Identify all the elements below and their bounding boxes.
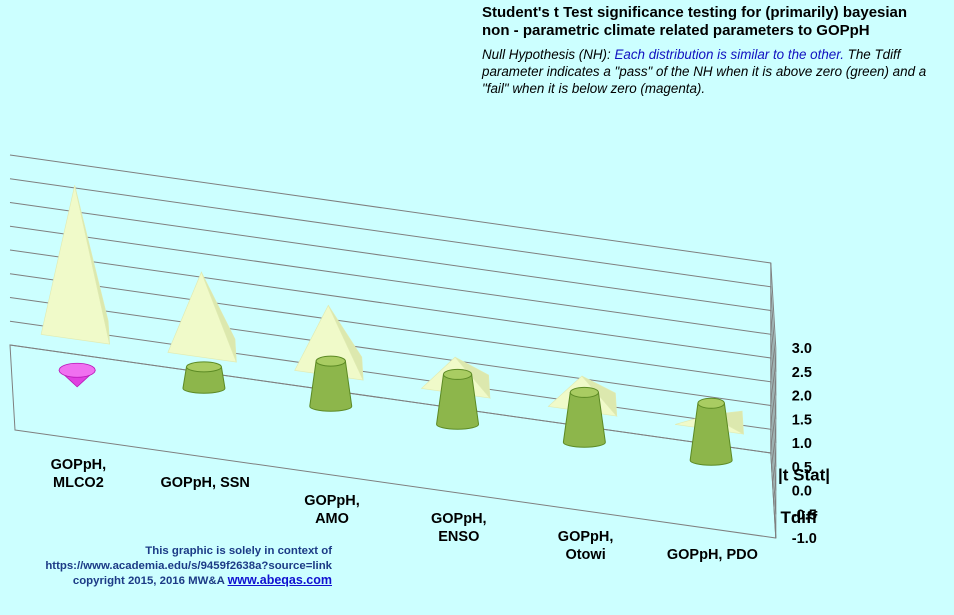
cylinder-mark bbox=[309, 360, 353, 412]
pyramid-mark bbox=[167, 271, 237, 363]
category-label: GOPpH, SSN bbox=[160, 475, 249, 491]
z-tick-label: 2.0 bbox=[792, 389, 812, 405]
cylinder-mark bbox=[562, 391, 606, 448]
category-label: GOPpH, AMO bbox=[304, 493, 360, 527]
website-link[interactable]: www.abeqas.com bbox=[227, 573, 332, 587]
subtitle-prefix: Null Hypothesis (NH): bbox=[482, 47, 615, 62]
credit-box: This graphic is solely in context of htt… bbox=[2, 544, 332, 602]
cylinder-mark bbox=[689, 402, 733, 466]
z-tick-label: 3.0 bbox=[792, 341, 812, 357]
z-tick-label: 1.0 bbox=[792, 436, 812, 452]
cone-mark-top bbox=[58, 362, 96, 378]
cylinder-mark-top bbox=[185, 361, 222, 373]
title-line-1: Student's t Test significance testing fo… bbox=[482, 4, 908, 21]
credit-line-3: copyright 2015, 2016 MW&A www.abeqas.com bbox=[2, 573, 332, 589]
credit-line-2: https://www.academia.edu/s/9459f2638a?so… bbox=[45, 559, 332, 572]
cylinder-mark-top bbox=[442, 368, 473, 380]
cylinder-mark-top bbox=[697, 397, 725, 409]
title-line-2: non - parametric climate related paramet… bbox=[482, 22, 870, 39]
z-tick-label: -1.0 bbox=[792, 531, 817, 547]
category-label: GOPpH, MLCO2 bbox=[51, 457, 107, 491]
subtitle-null-hypothesis: Each distribution is similar to the othe… bbox=[614, 47, 844, 62]
z-tick-label: -0.5 bbox=[792, 507, 817, 523]
floor-outline bbox=[9, 344, 777, 539]
gridline bbox=[9, 297, 777, 491]
pyramid-mark-side bbox=[74, 185, 110, 345]
gridline bbox=[9, 320, 777, 515]
pyramid-mark-side bbox=[201, 271, 237, 363]
subtitle-description: The Tdiff parameter indicates a "pass" o… bbox=[482, 47, 927, 96]
gridline bbox=[9, 344, 777, 539]
category-label: GOPpH, ENSO bbox=[431, 511, 487, 545]
pyramid-mark-side bbox=[328, 305, 364, 381]
chart-subtitle: Null Hypothesis (NH): Each distribution … bbox=[482, 46, 954, 97]
z-tick-label: 2.5 bbox=[792, 365, 812, 381]
z-tick-label: 0.0 bbox=[792, 484, 812, 500]
credit-line-1: This graphic is solely in context of bbox=[145, 545, 332, 557]
copyright-text: copyright 2015, 2016 MW&A bbox=[72, 575, 228, 587]
pyramid-mark bbox=[40, 185, 110, 345]
cylinder-mark bbox=[182, 366, 226, 394]
z-tick-label: 0.5 bbox=[792, 460, 812, 476]
category-label: GOPpH, Otowi bbox=[558, 529, 614, 563]
series-label: |t Stat| bbox=[778, 465, 830, 484]
category-label: GOPpH, PDO bbox=[667, 547, 758, 563]
cylinder-mark-top bbox=[315, 355, 346, 367]
chart-title: Student's t Test significance testing fo… bbox=[482, 4, 952, 40]
z-tick-label: 1.5 bbox=[792, 412, 812, 428]
cylinder-mark-top bbox=[569, 386, 599, 398]
series-label: Tdiff bbox=[781, 508, 818, 527]
cylinder-mark bbox=[436, 373, 480, 430]
